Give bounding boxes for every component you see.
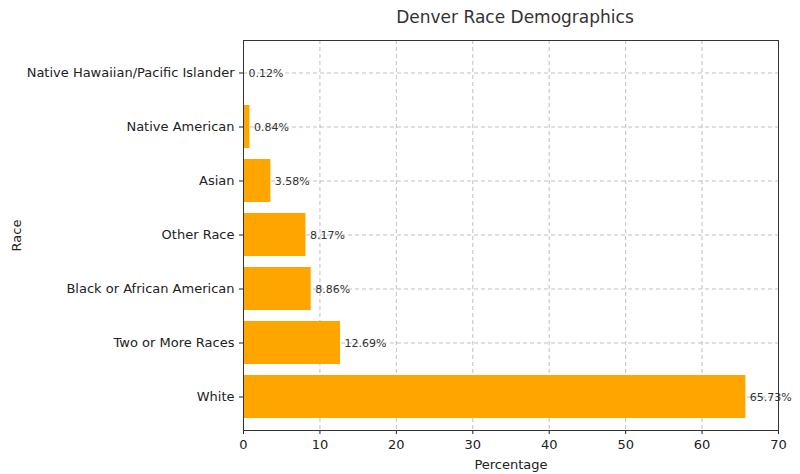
svg-text:Other Race: Other Race	[162, 227, 235, 242]
svg-text:3.58%: 3.58%	[275, 175, 310, 188]
svg-text:Race: Race	[9, 220, 24, 252]
svg-text:White: White	[197, 389, 235, 404]
svg-text:70: 70	[770, 437, 787, 452]
svg-text:Black or African American: Black or African American	[66, 281, 234, 296]
svg-text:10: 10	[312, 437, 329, 452]
svg-text:Asian: Asian	[199, 173, 234, 188]
svg-text:40: 40	[541, 437, 558, 452]
svg-text:65.73%: 65.73%	[750, 391, 792, 404]
svg-text:50: 50	[617, 437, 634, 452]
svg-text:0.12%: 0.12%	[248, 67, 283, 80]
svg-text:Two or More Races: Two or More Races	[113, 335, 235, 350]
svg-text:Percentage: Percentage	[474, 457, 547, 472]
svg-text:0: 0	[239, 437, 247, 452]
svg-text:8.17%: 8.17%	[310, 229, 345, 242]
svg-text:30: 30	[465, 437, 482, 452]
svg-text:20: 20	[388, 437, 405, 452]
svg-text:0.84%: 0.84%	[254, 121, 289, 134]
svg-text:60: 60	[694, 437, 711, 452]
svg-text:12.69%: 12.69%	[344, 337, 386, 350]
svg-text:Native Hawaiian/Pacific Island: Native Hawaiian/Pacific Islander	[27, 65, 235, 80]
html-text:Denver Race Demographics: Denver Race Demographics	[396, 7, 634, 27]
svg-text:Native American: Native American	[126, 119, 234, 134]
svg-text:8.86%: 8.86%	[315, 283, 350, 296]
